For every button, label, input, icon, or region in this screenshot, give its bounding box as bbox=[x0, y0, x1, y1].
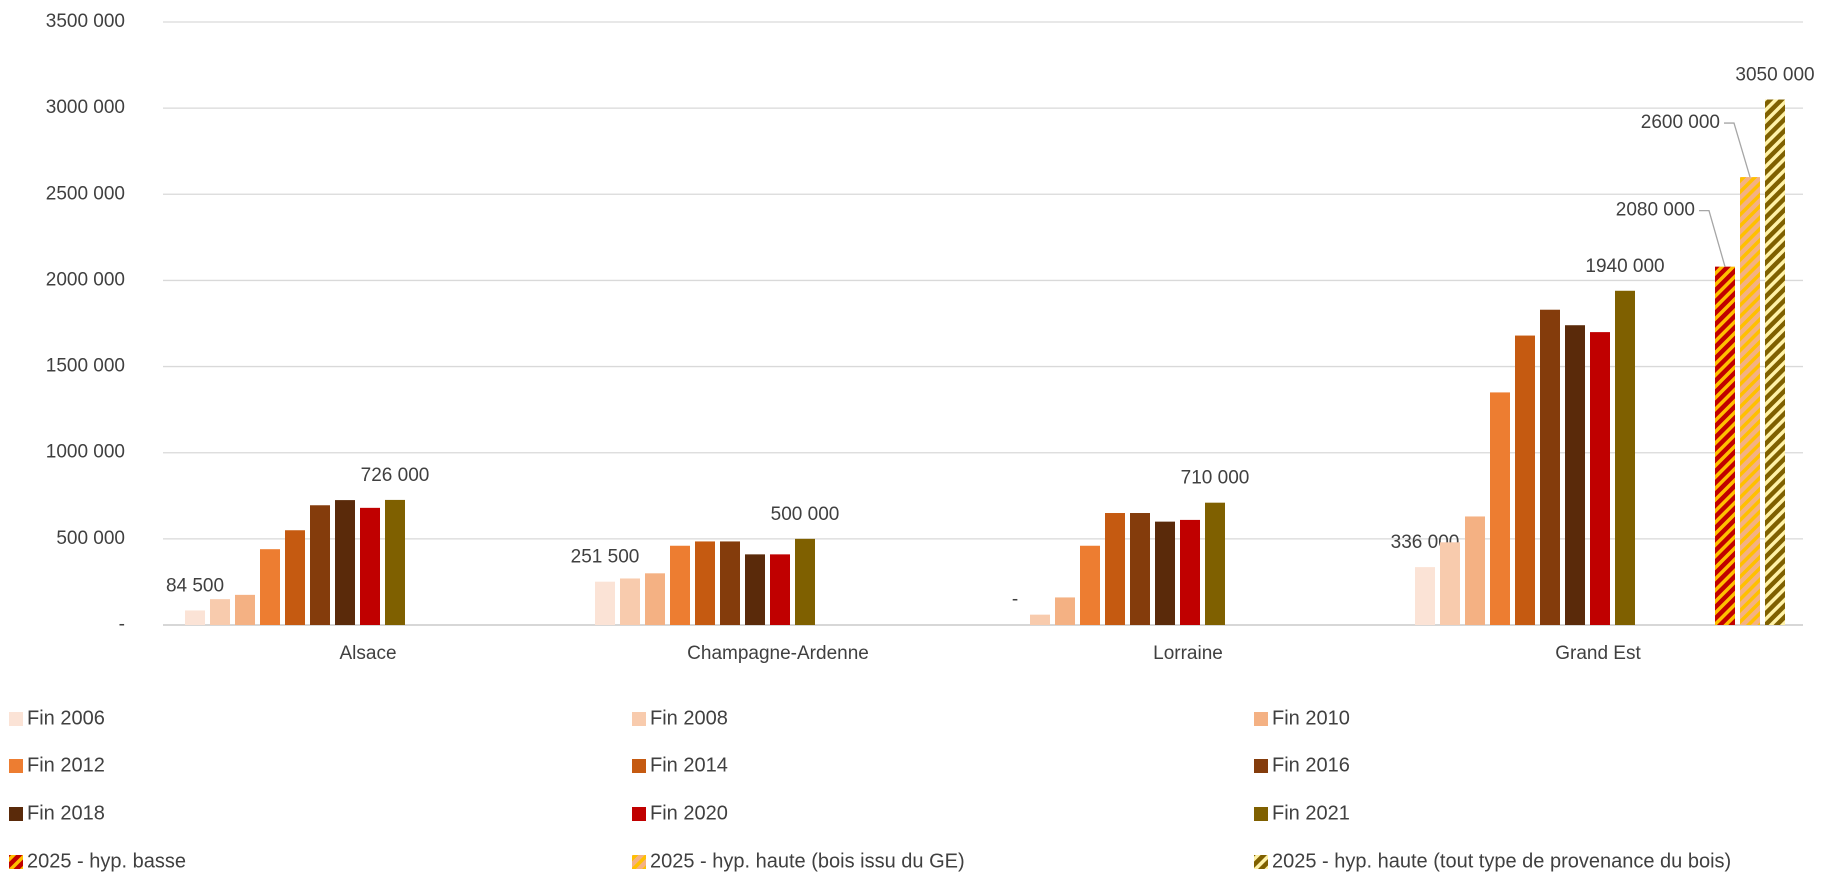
bar bbox=[1740, 177, 1760, 626]
data-label: 84 500 bbox=[166, 575, 224, 596]
bar bbox=[1440, 542, 1460, 625]
bar bbox=[285, 530, 305, 625]
bar bbox=[720, 541, 740, 625]
legend-label: 2025 - hyp. basse bbox=[27, 850, 186, 872]
legend-label: Fin 2021 bbox=[1272, 802, 1350, 824]
legend-label: 2025 - hyp. haute (bois issu du GE) bbox=[650, 850, 965, 872]
legend-label: Fin 2018 bbox=[27, 802, 105, 824]
data-label: 500 000 bbox=[771, 504, 840, 525]
bar bbox=[1590, 332, 1610, 625]
bar bbox=[360, 507, 380, 625]
legend-swatch bbox=[632, 807, 646, 821]
data-label: 3050 000 bbox=[1735, 65, 1814, 86]
y-tick-label: 1500 000 bbox=[46, 356, 125, 377]
bar bbox=[185, 610, 205, 625]
data-label: 2600 000 bbox=[1641, 112, 1720, 133]
bar bbox=[645, 573, 665, 625]
x-tick-label: Alsace bbox=[339, 643, 396, 664]
legend-label: Fin 2012 bbox=[27, 754, 105, 776]
bar bbox=[1205, 502, 1225, 625]
legend-label: Fin 2014 bbox=[650, 754, 728, 776]
bar bbox=[385, 499, 405, 625]
y-tick-label: - bbox=[119, 614, 125, 635]
legend-label: Fin 2020 bbox=[650, 802, 728, 824]
legend-swatch bbox=[632, 759, 646, 773]
bar bbox=[595, 581, 615, 625]
x-tick-label: Grand Est bbox=[1555, 643, 1641, 664]
legend-swatch bbox=[632, 712, 646, 726]
bar bbox=[1765, 99, 1785, 626]
legend-swatch bbox=[632, 855, 646, 869]
bar bbox=[1155, 521, 1175, 625]
data-label: 1940 000 bbox=[1585, 256, 1664, 277]
data-label: 726 000 bbox=[361, 465, 430, 486]
legend-label: Fin 2016 bbox=[1272, 754, 1350, 776]
bar bbox=[695, 541, 715, 625]
x-tick-label: Lorraine bbox=[1153, 643, 1223, 664]
legend-swatch bbox=[9, 855, 23, 869]
legend-swatch bbox=[9, 807, 23, 821]
data-label: 2080 000 bbox=[1616, 200, 1695, 221]
legend-label: Fin 2010 bbox=[1272, 707, 1350, 729]
legend-label: Fin 2006 bbox=[27, 707, 105, 729]
bar bbox=[1615, 290, 1635, 625]
bar bbox=[1130, 513, 1150, 625]
bar bbox=[1105, 513, 1125, 625]
bar bbox=[235, 594, 255, 625]
bar bbox=[770, 554, 790, 625]
bar bbox=[1055, 597, 1075, 625]
legend-label: 2025 - hyp. haute (tout type de provenan… bbox=[1272, 850, 1731, 872]
bar bbox=[1715, 266, 1735, 625]
bar bbox=[1180, 519, 1200, 625]
bar bbox=[210, 599, 230, 625]
legend-swatch bbox=[1254, 855, 1268, 869]
bar bbox=[1030, 614, 1050, 625]
legend-swatch bbox=[1254, 712, 1268, 726]
bar bbox=[1465, 516, 1485, 625]
x-tick-label: Champagne-Ardenne bbox=[687, 643, 869, 664]
legend-swatch bbox=[1254, 759, 1268, 773]
bar bbox=[1415, 567, 1435, 625]
legend-swatch bbox=[9, 712, 23, 726]
bar bbox=[1565, 325, 1585, 625]
legend-label: Fin 2008 bbox=[650, 707, 728, 729]
bar bbox=[1540, 309, 1560, 625]
bar bbox=[1490, 392, 1510, 625]
bar bbox=[745, 554, 765, 625]
bar bbox=[260, 549, 280, 625]
bar bbox=[670, 545, 690, 625]
leader-line bbox=[1699, 209, 1726, 267]
y-tick-label: 2500 000 bbox=[46, 183, 125, 204]
y-tick-label: 3000 000 bbox=[46, 97, 125, 118]
legend-swatch bbox=[9, 759, 23, 773]
bar bbox=[620, 578, 640, 625]
data-label: - bbox=[1012, 589, 1018, 610]
legend-swatch bbox=[1254, 807, 1268, 821]
y-tick-label: 500 000 bbox=[56, 528, 125, 549]
data-label: 251 500 bbox=[571, 547, 640, 568]
bar bbox=[335, 500, 355, 625]
y-tick-label: 2000 000 bbox=[46, 269, 125, 290]
y-tick-label: 3500 000 bbox=[46, 11, 125, 32]
y-tick-label: 1000 000 bbox=[46, 442, 125, 463]
bar bbox=[1080, 545, 1100, 625]
data-label: 710 000 bbox=[1181, 468, 1250, 489]
leader-line bbox=[1724, 122, 1751, 178]
bar bbox=[310, 505, 330, 625]
bar bbox=[795, 538, 815, 625]
bar bbox=[1515, 335, 1535, 625]
